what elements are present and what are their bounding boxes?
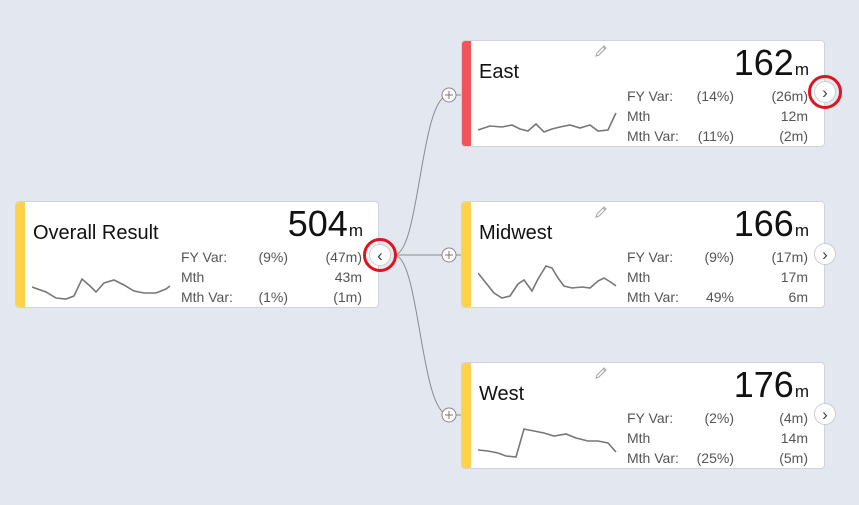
node-value: 162m [733,42,809,83]
pencil-icon[interactable] [594,205,608,219]
metric-row: FY Var: (9%) (47m) [181,249,362,265]
node-title: East [479,61,520,83]
metric-row: Mth 17m [627,269,808,285]
metric-row: Mth 43m [181,269,362,285]
metric-row: Mth Var: (11%) (2m) [627,128,808,144]
node-west[interactable]: West 176m FY Var: (2%) (4m) Mth 14m Mth Var… [461,362,825,469]
metric-row: Mth Var: (25%) (5m) [627,450,808,466]
status-bar [462,202,471,307]
add-node-icon-west[interactable] [441,407,457,423]
node-metrics: FY Var: (9%) (17m) Mth 17m Mth Var: 49% 6m [627,247,808,307]
node-title: West [479,383,525,405]
expand-button-west[interactable]: › [814,403,836,425]
metric-row: FY Var: (2%) (4m) [627,410,808,426]
collapse-button[interactable]: ‹ [369,244,391,266]
node-metrics: FY Var: (14%) (26m) Mth 12m Mth Var: (11%) (2… [627,86,808,146]
add-node-icon-east[interactable] [441,87,457,103]
node-midwest[interactable]: Midwest 166m FY Var: (9%) (17m) Mth 17m Mth… [461,201,825,308]
node-title: Midwest [479,222,553,244]
node-value: 504m [287,203,363,244]
sparkline [32,277,171,300]
metric-row: Mth Var: (1%) (1m) [181,289,362,305]
status-bar [462,363,471,468]
metric-row: FY Var: (9%) (17m) [627,249,808,265]
status-bar [462,41,471,146]
node-value: 176m [733,364,809,405]
metric-row: Mth 12m [627,108,808,124]
node-metrics: FY Var: (2%) (4m) Mth 14m Mth Var: (25%) (5m) [627,408,808,468]
node-title: Overall Result [33,222,159,244]
pencil-icon[interactable] [594,366,608,380]
node-east[interactable]: East 162m FY Var: (14%) (26m) Mth 12m Mth V… [461,40,825,147]
sparkline [478,428,617,458]
node-metrics: FY Var: (9%) (47m) Mth 43m Mth Var: (1%) (1m) [181,247,362,307]
connector-east [393,94,461,256]
metric-row: Mth Var: 49% 6m [627,289,808,305]
sparkline [478,265,617,299]
metric-row: Mth 14m [627,430,808,446]
node-overall-result[interactable]: Overall Result 504m FY Var: (9%) (47m) Mth… [15,201,379,308]
pencil-icon[interactable] [594,44,608,58]
add-node-icon-midwest[interactable] [441,247,457,263]
sparkline [478,112,617,133]
status-bar [16,202,25,307]
node-value: 166m [733,203,809,244]
expand-button-midwest[interactable]: › [814,243,836,265]
expand-button-east[interactable]: › [814,81,836,103]
connector-west [393,254,461,416]
metric-row: FY Var: (14%) (26m) [627,88,808,104]
